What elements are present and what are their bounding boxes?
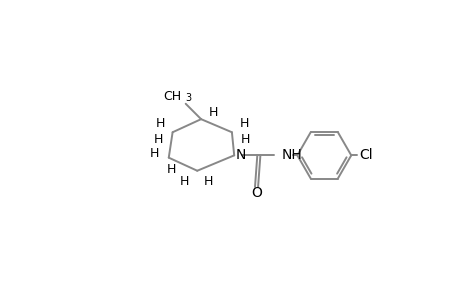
Text: Cl: Cl (358, 148, 372, 162)
Text: H: H (239, 116, 248, 130)
Text: H: H (180, 175, 189, 188)
Text: H: H (203, 175, 212, 188)
Text: O: O (251, 186, 262, 200)
Text: 3: 3 (185, 93, 190, 103)
Text: H: H (154, 134, 163, 146)
Text: H: H (150, 147, 159, 160)
Text: N: N (235, 148, 246, 162)
Text: NH: NH (280, 148, 301, 162)
Text: CH: CH (162, 90, 181, 103)
Text: H: H (241, 134, 250, 146)
Text: H: H (208, 106, 218, 119)
Text: H: H (166, 164, 175, 176)
Text: H: H (155, 116, 165, 130)
